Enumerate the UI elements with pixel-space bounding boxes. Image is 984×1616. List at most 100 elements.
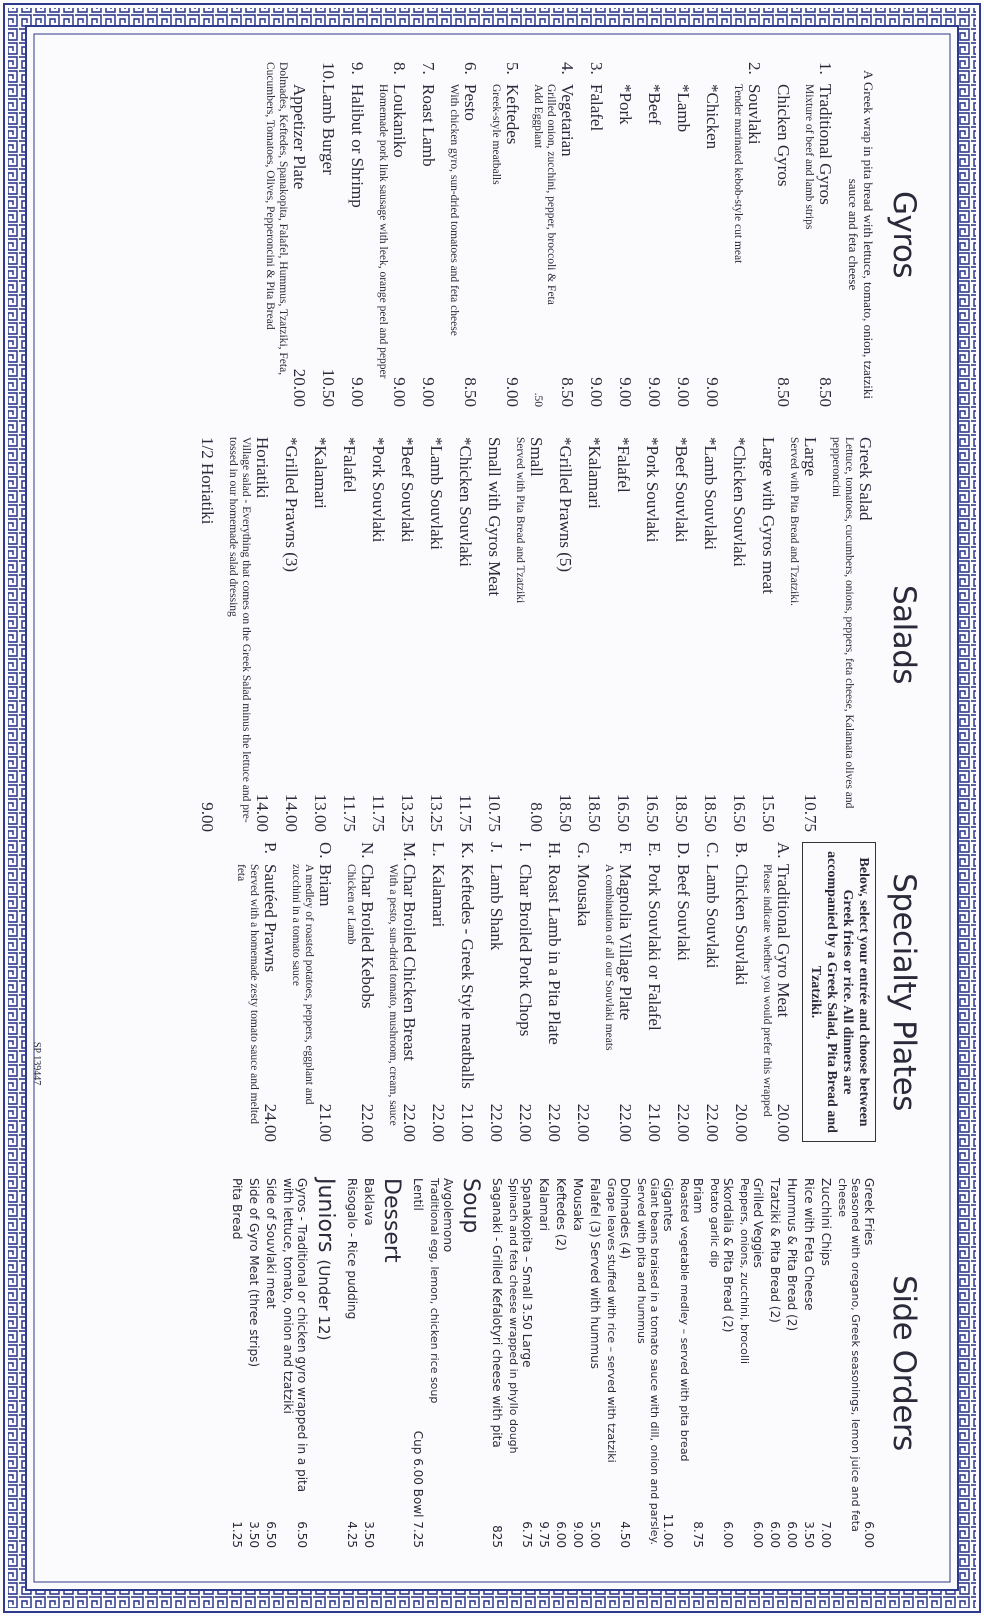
item-price: 8.50 [461,377,480,407]
item-title: Grilled Veggies [751,1178,765,1268]
item-title: Appetizer Plate [290,84,309,190]
menu-item-row: *Beef Souvlaki 18.50 [671,437,692,832]
item-number: 3. [587,62,606,75]
item-title: Roast Lamb [419,84,438,167]
menu-item-row: *Pork Souvlaki 11.75 [368,437,389,832]
item-description: Chicken or Lamb [345,864,357,945]
menu-item-row: *Chicken 9.00 [702,62,723,407]
item-title: Tzatziki & Pita Bread (2) [768,1178,782,1323]
menu-item: *Pork Souvlaki 16.50 [642,437,663,832]
item-title: *Falafel [340,437,359,493]
item-description: Served with Pita Bread and Tzatziki [514,437,526,604]
item-name: *Lamb Souvlaki [700,437,721,788]
item-description: Served with Pita Bread and Tzatziki. [788,437,800,607]
menu-item-row: 2. Souvlaki [744,62,765,407]
menu-item-row: 10.Lamb Burger 10.50 [318,62,339,407]
menu-item: Zucchini Chips 7.00 [819,1178,833,1548]
item-name: Spanakopita – Small 3.50 Large [520,1178,534,1504]
menu-item: *Grilled Prawns (5) 18.50 [555,437,576,832]
item-title: Char Broiled Chicken Breast [400,864,419,1061]
item-price: 9.00 [645,377,664,407]
item-name: *Falafel [339,437,360,788]
item-name: Baklava [362,1178,376,1504]
item-name: *Pork Souvlaki [368,437,389,788]
menu-item: M. Char Broiled Chicken Breast 22.00 With a… [386,842,420,1142]
menu-item-row: Mousaka 9.00 [571,1178,585,1548]
item-name: 8. Loukaniko [389,62,410,363]
item-price: 6.00 [721,1521,735,1548]
menu-item: Kalamari 9.75 [537,1178,551,1548]
item-name: Dolmades (4) [618,1178,632,1504]
item-title: Traditional Gyro Meat [774,864,793,1018]
item-description: Village salad - Everything that comes on… [227,437,252,823]
item-title: Vegetarian [558,84,577,157]
item-title: *Grilled Prawns (5) [556,437,575,573]
menu-item: Chicken Gyros 8.50 [773,62,794,407]
item-price: 16.50 [614,793,633,832]
menu-item-row: Zucchini Chips 7.00 [819,1178,833,1548]
menu-item-row: Tzatziki & Pita Bread (2) 6.00 [768,1178,782,1548]
item-price: 13.25 [398,793,417,832]
item-name: Kalamari [537,1178,551,1504]
menu-item: Saganaki - Grilled Kefalotyri cheese wit… [490,1178,504,1548]
item-price: 21.00 [316,1103,335,1142]
item-name: Appetizer Plate [289,62,310,363]
item-price: 9.00 [348,377,367,407]
item-name: Pita Bread [230,1178,244,1504]
menu-item-row: Chicken Gyros 8.50 [773,62,794,407]
item-number: 7. [419,62,438,75]
item-name: *Grilled Prawns (5) [555,437,576,788]
menu-item: Appetizer Plate 20.00 Dolmades, Keftedes, … [263,62,310,407]
menu-item-row: Briam 8.75 [691,1178,705,1548]
item-name: Mousaka [571,1178,585,1504]
item-price: 10.50 [319,368,338,407]
menu-item-row: 6. Pesto 8.50 [460,62,481,407]
item-price: 8.00 [527,802,546,832]
item-title: Keftedes - Greek Style meatballs [458,864,477,1089]
menu-item-row: I. Char Broiled Pork Chops 22.00 [515,842,536,1142]
item-description: Tender marinated kebob-style cut meat [732,84,744,264]
item-name: *Chicken [702,62,723,363]
item-name: 10.Lamb Burger [318,62,339,363]
item-title: Char Broiled Kebobs [358,864,377,1009]
item-name: 6. Pesto [460,62,481,363]
menu-item: *Pork Souvlaki 11.75 [368,437,389,832]
item-title: Kalamari [429,864,448,928]
menu-item: Keftedes (2) 6.00 [554,1178,568,1548]
menu-item-row: *Chicken Souvlaki 11.75 [455,437,476,832]
menu-item: 2. Souvlaki Tender marinated kebob-style c… [731,62,765,407]
menu-item: Hummus & Pita Bread (2) 6.00 [785,1178,799,1548]
form-code: SP 139447 [31,1042,42,1086]
menu-item: F. Magnolia Village Plate 22.00 A combinati… [602,842,636,1142]
item-name: Gigantes [661,1178,675,1504]
item-price: 9.00 [616,377,635,407]
menu-item-row: *Chicken Souvlaki 16.50 [729,437,750,832]
item-name: 9. Halibut or Shrimp [347,62,368,363]
item-name: *Beef [644,62,665,363]
menu-item-row: Baklava 3.50 [362,1178,376,1548]
item-name: Skordalia & Pita Bread (2) [721,1178,735,1504]
gyros-section: Gyros A Greek wrap in pita bread with le… [263,62,922,407]
menu-item-row: Pita Bread 1.25 [230,1178,244,1548]
item-title: Keftedes (2) [554,1178,568,1251]
item-price: 6.50 [264,1521,278,1548]
specialty-title: Specialty Plates [886,873,922,1111]
item-name: N. Char Broiled Kebobs [357,842,378,1098]
item-name: 5. Keftedes [502,62,523,363]
menu-item: Avgolemono Traditional egg, lemon, chicke… [428,1178,455,1548]
item-title: Horiatiki [253,437,272,499]
item-description: Grape leaves stuffed with rice – served … [605,1178,618,1463]
menu-item-row: Spanakopita – Small 3.50 Large 6.75 [520,1178,534,1548]
item-name: *Kalamari [310,437,331,788]
item-price: 22.00 [545,1103,564,1142]
menu-item: G. Mousaka 22.00 [573,842,594,1142]
item-number: P. [261,842,280,854]
item-name: 4. Vegetarian [557,62,578,363]
item-price: 7.00 [819,1521,833,1548]
item-title: Avgolemono [441,1178,455,1253]
item-title: Baklava [362,1178,376,1226]
item-price: 18.50 [701,793,720,832]
item-number: M. [400,842,419,862]
item-name: Rice with Feta Cheese [802,1178,816,1504]
item-price: 9.00 [198,802,217,832]
